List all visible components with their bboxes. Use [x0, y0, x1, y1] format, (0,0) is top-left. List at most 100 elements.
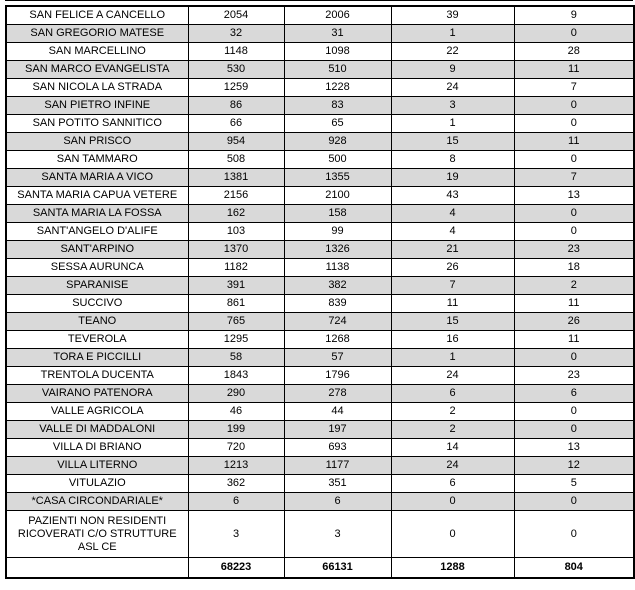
municipality-name-cell: SAN TAMMARO	[5, 150, 189, 169]
value-cell: 6	[390, 474, 515, 493]
municipality-name-cell: SANTA MARIA CAPUA VETERE	[5, 186, 189, 205]
value-cell: 44	[283, 402, 392, 421]
value-cell: 162	[187, 204, 285, 223]
value-cell: 3	[187, 510, 285, 558]
value-cell: 68223	[187, 557, 285, 579]
value-cell: 6	[187, 492, 285, 511]
value-cell: 1295	[187, 330, 285, 349]
table-row: SAN PRISCO 954 928 15 11	[5, 132, 635, 151]
value-cell: 158	[283, 204, 392, 223]
value-cell: 1268	[283, 330, 392, 349]
municipality-name-cell: VALLE AGRICOLA	[5, 402, 189, 421]
table-row: SANT'ARPINO 1370 1326 21 23	[5, 240, 635, 259]
value-cell: 86	[187, 96, 285, 115]
table-body: SAN FELICE A CANCELLO 2054 2006 39 9 SAN GREG…	[5, 5, 635, 579]
value-cell: 1	[390, 24, 515, 43]
value-cell: 12	[513, 456, 635, 475]
value-cell: 21	[390, 240, 515, 259]
value-cell: 32	[187, 24, 285, 43]
municipality-name-cell: SESSA AURUNCA	[5, 258, 189, 277]
municipality-name-cell: SANT'ANGELO D'ALIFE	[5, 222, 189, 241]
value-cell: 6	[390, 384, 515, 403]
table-row: VILLA DI BRIANO 720 693 14 13	[5, 438, 635, 457]
table-row: SAN MARCELLINO 1148 1098 22 28	[5, 42, 635, 61]
value-cell: 4	[390, 222, 515, 241]
municipality-name-cell: TORA E PICCILLI	[5, 348, 189, 367]
value-cell: 382	[283, 276, 392, 295]
value-cell: 24	[390, 78, 515, 97]
value-cell: 7	[513, 168, 635, 187]
value-cell: 1796	[283, 366, 392, 385]
value-cell: 13	[513, 438, 635, 457]
municipality-name-cell: SANT'ARPINO	[5, 240, 189, 259]
municipality-name-cell: TEVEROLA	[5, 330, 189, 349]
table-row: PAZIENTI NON RESIDENTI RICOVERATI C/O ST…	[5, 510, 635, 558]
value-cell: 1148	[187, 42, 285, 61]
table-row: SAN MARCO EVANGELISTA 530 510 9 11	[5, 60, 635, 79]
municipality-name-cell: SAN POTITO SANNITICO	[5, 114, 189, 133]
value-cell: 351	[283, 474, 392, 493]
table-row: TEVEROLA 1295 1268 16 11	[5, 330, 635, 349]
value-cell: 765	[187, 312, 285, 331]
table-row: TEANO 765 724 15 26	[5, 312, 635, 331]
value-cell: 0	[390, 510, 515, 558]
value-cell: 4	[390, 204, 515, 223]
municipality-name-cell: VALLE DI MADDALONI	[5, 420, 189, 439]
municipality-name-cell: SAN NICOLA LA STRADA	[5, 78, 189, 97]
municipality-name-cell: VILLA DI BRIANO	[5, 438, 189, 457]
municipality-name-cell: SAN MARCO EVANGELISTA	[5, 60, 189, 79]
value-cell: 11	[513, 132, 635, 151]
value-cell: 1288	[390, 557, 515, 579]
value-cell: 2054	[187, 5, 285, 25]
table-row: TRENTOLA DUCENTA 1843 1796 24 23	[5, 366, 635, 385]
value-cell: 0	[513, 510, 635, 558]
value-cell: 1843	[187, 366, 285, 385]
value-cell: 14	[390, 438, 515, 457]
table-row: SUCCIVO 861 839 11 11	[5, 294, 635, 313]
value-cell: 1098	[283, 42, 392, 61]
value-cell: 1381	[187, 168, 285, 187]
value-cell: 3	[283, 510, 392, 558]
value-cell: 9	[390, 60, 515, 79]
value-cell: 22	[390, 42, 515, 61]
value-cell: 278	[283, 384, 392, 403]
value-cell: 13	[513, 186, 635, 205]
value-cell: 290	[187, 384, 285, 403]
value-cell: 0	[390, 492, 515, 511]
value-cell: 99	[283, 222, 392, 241]
value-cell: 1138	[283, 258, 392, 277]
value-cell: 11	[513, 294, 635, 313]
value-cell: 362	[187, 474, 285, 493]
municipality-data-table: SAN FELICE A CANCELLO 2054 2006 39 9 SAN GREG…	[5, 5, 635, 579]
value-cell: 11	[390, 294, 515, 313]
cropped-row-border-line	[5, 0, 633, 1]
municipality-name-cell: VAIRANO PATENORA	[5, 384, 189, 403]
value-cell: 1177	[283, 456, 392, 475]
table-row: SAN POTITO SANNITICO 66 65 1 0	[5, 114, 635, 133]
value-cell: 9	[513, 5, 635, 25]
table-row: SPARANISE 391 382 7 2	[5, 276, 635, 295]
municipality-name-cell	[5, 557, 189, 579]
table-row: SANTA MARIA LA FOSSA 162 158 4 0	[5, 204, 635, 223]
value-cell: 46	[187, 402, 285, 421]
value-cell: 2	[390, 402, 515, 421]
value-cell: 23	[513, 240, 635, 259]
table-row: SAN PIETRO INFINE 86 83 3 0	[5, 96, 635, 115]
value-cell: 928	[283, 132, 392, 151]
value-cell: 2	[513, 276, 635, 295]
value-cell: 0	[513, 222, 635, 241]
value-cell: 804	[513, 557, 635, 579]
value-cell: 861	[187, 294, 285, 313]
municipality-name-cell: VITULAZIO	[5, 474, 189, 493]
value-cell: 1182	[187, 258, 285, 277]
value-cell: 0	[513, 114, 635, 133]
value-cell: 0	[513, 96, 635, 115]
value-cell: 7	[513, 78, 635, 97]
value-cell: 1	[390, 348, 515, 367]
value-cell: 724	[283, 312, 392, 331]
table-row: VILLA LITERNO 1213 1177 24 12	[5, 456, 635, 475]
value-cell: 31	[283, 24, 392, 43]
value-cell: 26	[513, 312, 635, 331]
value-cell: 693	[283, 438, 392, 457]
